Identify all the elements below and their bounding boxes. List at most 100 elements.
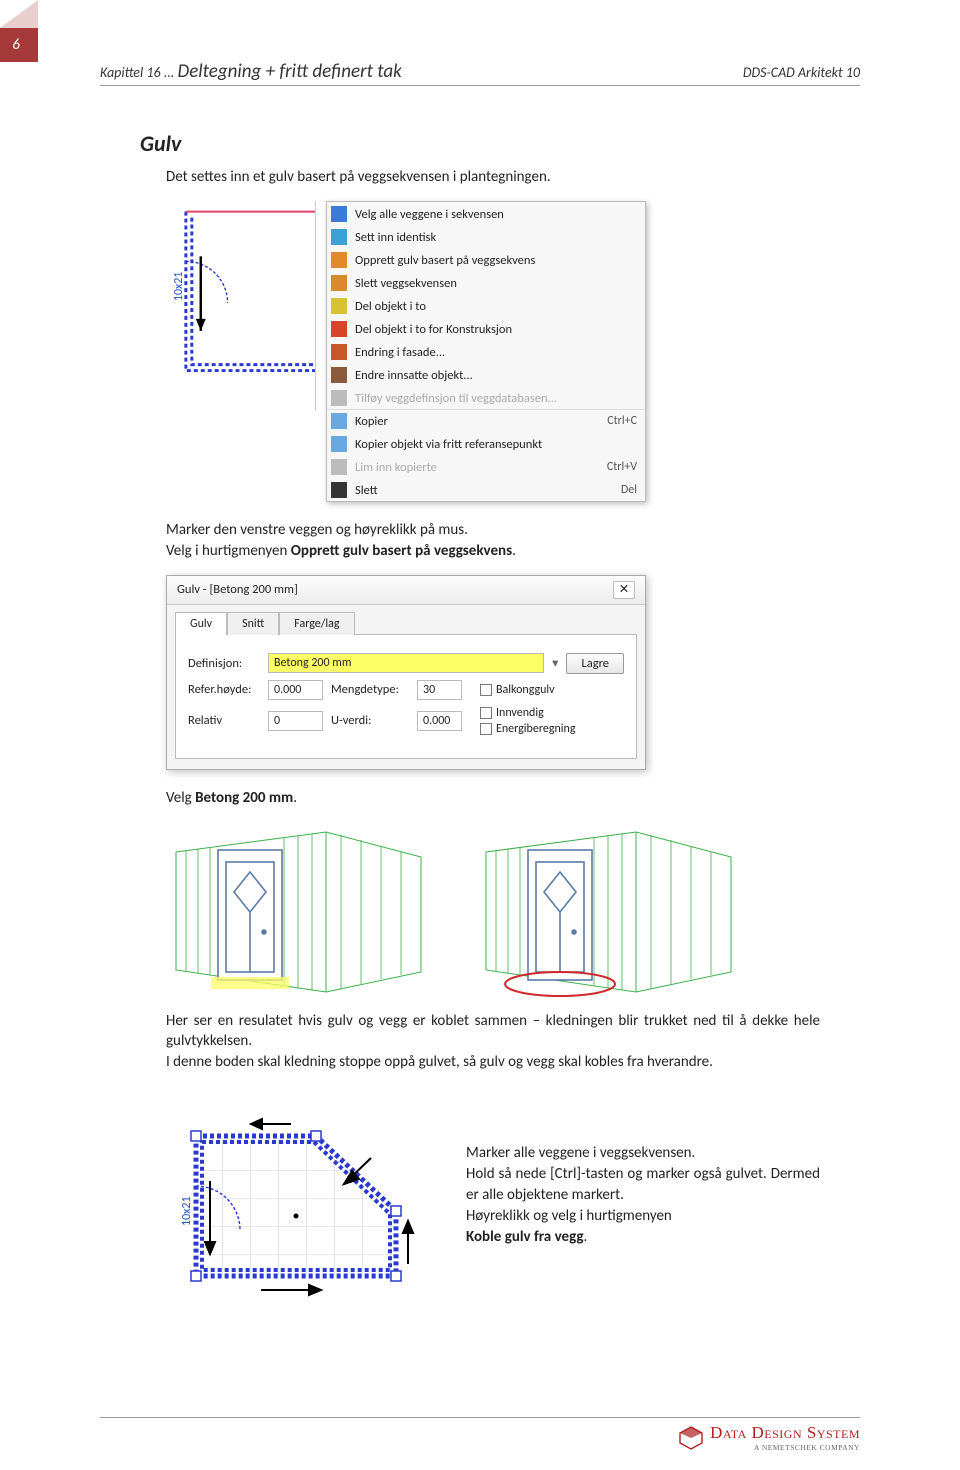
menu-label: Lim inn kopierte <box>355 460 599 475</box>
header-product: DDS-CAD Arkitekt 10 <box>743 64 860 81</box>
marker-text-bold: Opprett gulv basert på veggsekvens <box>291 542 512 560</box>
result-text-1: Her ser en resulatet hvis gulv og vegg e… <box>166 1012 820 1050</box>
footer-rule <box>100 1417 860 1418</box>
footer-logo: Data Design System A NEMETSCHEK COMPANY <box>678 1423 860 1452</box>
menu-icon <box>331 275 347 291</box>
menu-item[interactable]: Del objekt i to <box>327 294 645 317</box>
page-number: 6 <box>12 36 20 54</box>
plan-door-label: 10x21 <box>172 272 186 301</box>
def-field[interactable]: Betong 200 mm <box>268 653 544 673</box>
marker-text-2a: Velg i hurtigmenyen <box>166 542 291 560</box>
content-area: Gulv Det settes inn et gulv basert på ve… <box>140 130 820 1306</box>
sidenote-l2: Hold så nede [Ctrl]-tasten og marker ogs… <box>466 1165 820 1204</box>
check-label: Balkonggulv <box>496 683 555 697</box>
menu-label: Slett <box>355 483 613 498</box>
check-balkonggulv[interactable]: Balkonggulv <box>480 683 624 697</box>
check-energi[interactable]: Energiberegning <box>480 722 624 736</box>
menu-item[interactable]: Slett veggsekvensen <box>327 271 645 294</box>
dialog-panel: Definisjon: Betong 200 mm ▾ Lagre Refer.… <box>175 634 637 759</box>
dds-logo-icon <box>678 1425 704 1451</box>
plan-selected: 10x21 <box>166 1086 426 1306</box>
menu-label: Endre innsatte objekt... <box>355 368 637 383</box>
menu-label: Sett inn identisk <box>355 230 637 245</box>
mtype-field[interactable]: 30 <box>417 680 462 700</box>
menu-label: Opprett gulv basert på veggsekvens <box>355 253 637 268</box>
menu-icon <box>331 367 347 383</box>
menu-item[interactable]: Del objekt i to for Konstruksjon <box>327 317 645 340</box>
section-title: Gulv <box>140 130 820 157</box>
sidenote-l1: Marker alle veggene i veggsekvensen. <box>466 1144 695 1162</box>
plan-thumbnail: 10x21 <box>166 201 316 411</box>
menu-item: Lim inn kopierte Ctrl+V <box>327 455 645 478</box>
menu-label: Kopier objekt via fritt referansepunkt <box>355 437 637 452</box>
tab-gulv[interactable]: Gulv <box>175 612 227 635</box>
menu-label: Velg alle veggene i sekvensen <box>355 207 637 222</box>
menu-item[interactable]: Kopier Ctrl+C <box>327 409 645 432</box>
choose-bold: Betong 200 mm <box>195 789 293 807</box>
menu-shortcut: Ctrl+C <box>607 414 637 428</box>
rel-field[interactable]: 0 <box>268 711 323 731</box>
result-paragraph: Her ser en resulatet hvis gulv og vegg e… <box>166 1011 820 1072</box>
tab-snitt[interactable]: Snitt <box>227 612 279 635</box>
dialog-tabs: Gulv Snitt Farge/lag <box>167 605 645 634</box>
menu-shortcut: Ctrl+V <box>607 460 637 474</box>
choose-text: Velg <box>166 789 195 807</box>
menu-icon <box>331 252 347 268</box>
menu-icon <box>331 298 347 314</box>
ref-field[interactable]: 0.000 <box>268 680 323 700</box>
menu-icon <box>331 206 347 222</box>
page-number-badge: 6 <box>0 28 38 62</box>
tab-fargelag[interactable]: Farge/lag <box>279 612 354 635</box>
menu-item[interactable]: Endre innsatte objekt... <box>327 363 645 386</box>
menu-label: Del objekt i to for Konstruksjon <box>355 322 637 337</box>
header-left: Kapittel 16 ... Deltegning + fritt defin… <box>100 60 402 83</box>
sidenote-dot: . <box>583 1228 587 1246</box>
menu-item[interactable]: Velg alle veggene i sekvensen <box>327 202 645 225</box>
figure-contextmenu: 10x21 Velg alle veggene i sekvensen Sett … <box>166 201 820 502</box>
sidenote-l3: Høyreklikk og velg i hurtigmenyen <box>466 1207 672 1225</box>
save-button[interactable]: Lagre <box>566 653 624 674</box>
dialog-titlebar: Gulv - [Betong 200 mm] ✕ <box>167 576 645 605</box>
menu-icon <box>331 459 347 475</box>
check-label: Innvendig <box>496 706 544 720</box>
svg-text:10x21: 10x21 <box>180 1196 194 1226</box>
check-innvendig[interactable]: Innvendig <box>480 706 624 720</box>
menu-item[interactable]: Opprett gulv basert på veggsekvens <box>327 248 645 271</box>
mtype-label: Mengdetype: <box>331 682 409 697</box>
marker-dot: . <box>512 542 516 560</box>
footer-company: Data Design System <box>710 1423 860 1442</box>
dropdown-icon[interactable]: ▾ <box>552 655 558 671</box>
ref-label: Refer.høyde: <box>188 682 260 697</box>
context-menu: Velg alle veggene i sekvensen Sett inn id… <box>326 201 646 502</box>
intro-text: Det settes inn et gulv basert på veggsek… <box>166 167 820 187</box>
building-right <box>476 822 736 997</box>
def-label: Definisjon: <box>188 656 260 671</box>
menu-icon <box>331 436 347 452</box>
page-header: Kapittel 16 ... Deltegning + fritt defin… <box>100 60 860 86</box>
gulv-dialog: Gulv - [Betong 200 mm] ✕ Gulv Snitt Farg… <box>166 575 646 770</box>
footer-tagline: A NEMETSCHEK COMPANY <box>710 1443 860 1452</box>
rel-label: Relativ <box>188 713 260 728</box>
close-icon[interactable]: ✕ <box>613 581 635 599</box>
menu-item[interactable]: Endring i fasade... <box>327 340 645 363</box>
uverdi-field[interactable]: 0.000 <box>417 711 462 731</box>
menu-icon <box>331 413 347 429</box>
menu-label: Kopier <box>355 414 599 429</box>
menu-icon <box>331 482 347 498</box>
menu-icon <box>331 344 347 360</box>
menu-label: Slett veggsekvensen <box>355 276 637 291</box>
check-label: Energiberegning <box>496 722 576 736</box>
menu-icon <box>331 321 347 337</box>
menu-item[interactable]: SlettDel <box>327 478 645 501</box>
marker-text-1: Marker den venstre veggen og høyreklikk … <box>166 521 468 539</box>
marker-paragraph: Marker den venstre veggen og høyreklikk … <box>166 520 820 561</box>
figure-bottom: 10x21 Marker alle veggene i veggsekvense… <box>166 1086 820 1306</box>
sidenote-bold: Koble gulv fra vegg <box>466 1228 583 1246</box>
menu-icon <box>331 390 347 406</box>
figure-buildings <box>166 822 820 997</box>
result-text-2: I denne boden skal kledning stoppe oppå … <box>166 1053 713 1071</box>
menu-label: Del objekt i to <box>355 299 637 314</box>
menu-item[interactable]: Sett inn identisk <box>327 225 645 248</box>
choose-dot: . <box>293 789 297 807</box>
menu-item[interactable]: Kopier objekt via fritt referansepunkt <box>327 432 645 455</box>
